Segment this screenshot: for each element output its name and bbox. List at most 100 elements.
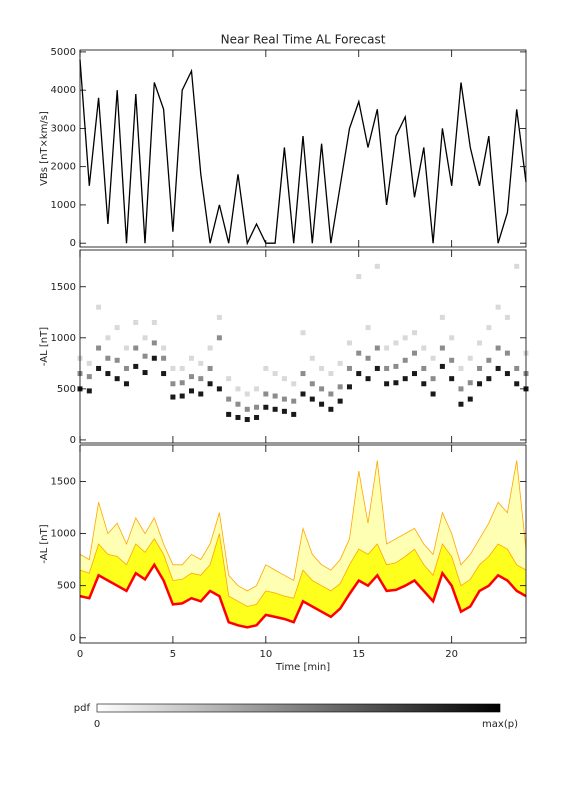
density-cell (179, 365, 185, 371)
density-cell (365, 325, 371, 331)
y-axis-label: -AL [nT] (39, 327, 50, 366)
y-tick-label: 0 (70, 435, 76, 446)
colorbar (96, 703, 501, 713)
density-cell (458, 401, 464, 407)
density-cell (374, 345, 380, 351)
density-cell (235, 414, 241, 420)
y-tick-label: 1000 (51, 333, 76, 344)
density-cell (123, 345, 129, 351)
x-tick-label: 10 (259, 649, 272, 660)
density-cell (226, 396, 232, 402)
density-cell (374, 263, 380, 269)
density-cell (412, 330, 417, 336)
density-cell (96, 304, 102, 310)
density-cell (189, 374, 194, 380)
density-cell (198, 391, 204, 397)
density-cell (142, 335, 148, 341)
density-cell (467, 396, 473, 402)
density-cell (439, 363, 445, 369)
density-cell (244, 406, 250, 412)
y-axis-label: VBs [nT×km/s] (39, 111, 50, 186)
density-cell (309, 355, 315, 361)
density-cell (337, 384, 343, 390)
x-tick-label: 20 (445, 649, 458, 660)
data-line (79, 59, 527, 246)
density-cell (393, 380, 399, 386)
density-cell (170, 394, 176, 400)
density-cell (309, 396, 315, 402)
density-cell (514, 263, 520, 269)
density-cell (486, 325, 492, 331)
density-cell (272, 393, 278, 399)
density-cell (123, 365, 129, 371)
density-cell (458, 386, 464, 392)
y-tick-label: 0 (70, 238, 76, 249)
density-cell (421, 345, 427, 351)
density-cell (189, 355, 194, 361)
density-cell (495, 345, 501, 351)
density-cell (458, 365, 464, 371)
density-cell (281, 408, 287, 414)
density-cell (477, 340, 483, 346)
density-cell (216, 386, 222, 392)
density-cell (189, 388, 194, 394)
density-cell (207, 381, 213, 387)
density-cell (421, 365, 427, 371)
density-cell (346, 340, 352, 346)
density-cell (300, 391, 306, 397)
density-cell (384, 381, 390, 387)
density-cell (430, 376, 436, 382)
density-cell (309, 381, 315, 387)
forecast-line (79, 562, 527, 629)
y-axis-label: -AL [nT] (39, 524, 50, 563)
density-cell (254, 386, 260, 392)
y-tick-label: 1000 (51, 200, 76, 211)
density-cell (356, 371, 362, 377)
density-cell (281, 396, 287, 402)
density-cell (198, 360, 204, 366)
x-tick-label: 0 (77, 649, 83, 660)
density-cell (346, 384, 352, 390)
density-cell (105, 355, 111, 361)
density-cell (161, 355, 167, 361)
density-cell (477, 381, 483, 387)
density-cell (281, 376, 287, 382)
density-cell (319, 401, 325, 407)
density-cell (133, 320, 139, 326)
density-cell (504, 371, 510, 377)
density-cell (495, 365, 501, 371)
density-cell (393, 340, 399, 346)
y-tick-label: 1000 (51, 529, 76, 540)
colorbar-min: 0 (94, 719, 100, 730)
density-cell (96, 345, 102, 351)
density-cell (207, 345, 213, 351)
density-cell (467, 380, 473, 386)
colorbar-label: pdf (74, 703, 91, 714)
density-cell (402, 376, 408, 382)
band-edge (79, 460, 527, 592)
density-cell (179, 393, 185, 399)
density-cell (263, 404, 269, 410)
plot-frame (79, 444, 527, 644)
density-cell (439, 345, 445, 351)
density-cell (346, 365, 352, 371)
density-cell (263, 365, 269, 371)
density-cell (430, 355, 436, 361)
density-cell (514, 365, 520, 371)
x-tick-label: 15 (352, 649, 365, 660)
density-cell (402, 335, 408, 341)
density-cell (86, 360, 92, 366)
density-cell (114, 376, 120, 382)
density-cell (291, 411, 297, 417)
y-tick-label: 5000 (51, 47, 76, 58)
density-cell (198, 376, 204, 382)
density-cell (356, 274, 362, 280)
density-cell (486, 376, 492, 382)
density-cell (216, 335, 222, 341)
density-cell (272, 371, 278, 377)
density-cell (133, 363, 139, 369)
density-cell (384, 345, 390, 351)
density-cell (504, 350, 510, 356)
density-cell (114, 357, 120, 363)
